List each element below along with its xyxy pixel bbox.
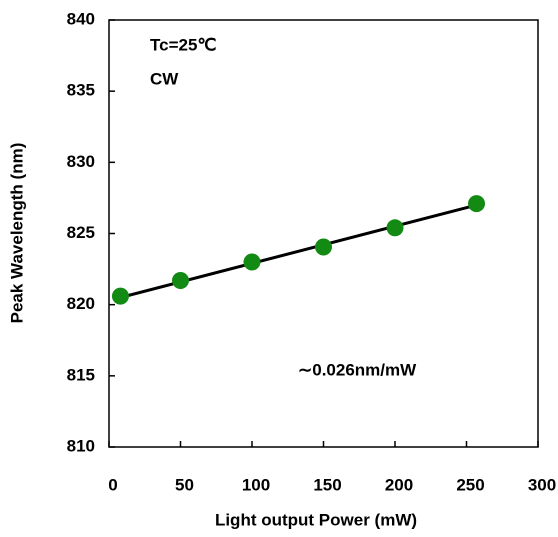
data-point bbox=[172, 271, 189, 289]
x-tick-label: 100 bbox=[242, 475, 270, 494]
data-point bbox=[111, 287, 129, 305]
x-axis-label: Light output Power (mW) bbox=[215, 510, 417, 529]
x-tick-label: 50 bbox=[175, 475, 194, 494]
annotation: Tc=25℃ bbox=[150, 35, 217, 54]
y-tick-label: 835 bbox=[67, 81, 95, 100]
y-tick-label: 840 bbox=[67, 9, 95, 28]
x-tick-label: 200 bbox=[385, 475, 413, 494]
annotation: ∼0.026nm/mW bbox=[298, 360, 417, 379]
y-tick-label: 830 bbox=[67, 152, 95, 171]
x-tick-label: 300 bbox=[528, 475, 556, 494]
y-tick-label: 825 bbox=[67, 223, 95, 242]
y-axis-label: Peak Wavelength (nm) bbox=[7, 143, 26, 324]
data-point bbox=[243, 253, 261, 271]
data-point bbox=[315, 238, 332, 256]
data-point bbox=[386, 219, 404, 237]
y-tick-label: 815 bbox=[67, 365, 95, 384]
y-tick-label: 820 bbox=[67, 294, 95, 313]
x-tick-label: 0 bbox=[108, 475, 117, 494]
annotation: CW bbox=[150, 69, 179, 88]
y-tick-label: 810 bbox=[67, 436, 95, 455]
x-tick-label: 150 bbox=[313, 475, 341, 494]
x-tick-label: 250 bbox=[456, 475, 484, 494]
data-point bbox=[468, 195, 486, 213]
